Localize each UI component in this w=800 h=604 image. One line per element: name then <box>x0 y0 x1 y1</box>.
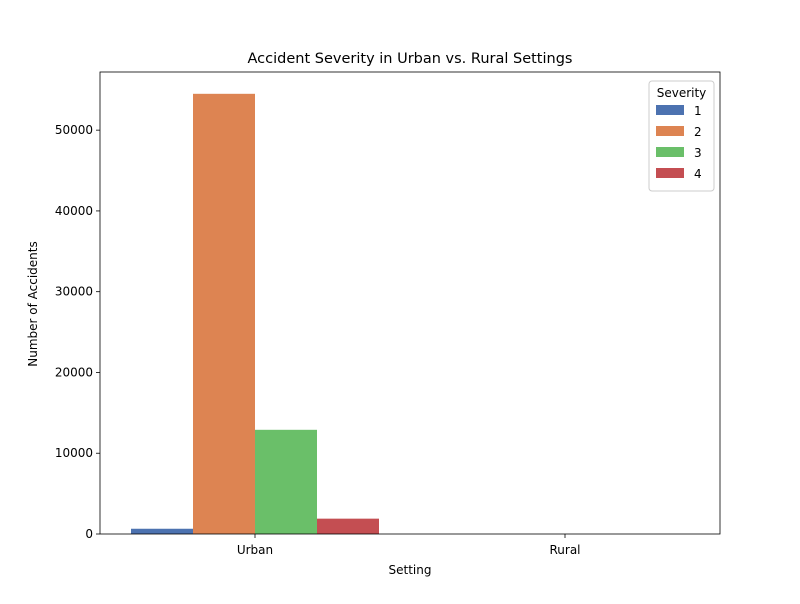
chart-title: Accident Severity in Urban vs. Rural Set… <box>248 51 573 67</box>
legend-title: Severity <box>657 86 707 100</box>
legend-label-3: 3 <box>694 146 702 160</box>
legend-label-2: 2 <box>694 125 702 139</box>
legend-swatch-3 <box>656 147 684 157</box>
x-tick-label-rural: Rural <box>549 543 580 557</box>
legend-label-4: 4 <box>694 167 702 181</box>
legend-swatch-4 <box>656 168 684 178</box>
bar-severity-1-urban <box>131 528 193 534</box>
x-axis-label: Setting <box>389 563 432 577</box>
y-tick-label: 50000 <box>55 123 93 137</box>
y-tick-label: 30000 <box>55 285 93 299</box>
bar-severity-4-urban <box>317 518 379 534</box>
y-tick-label: 40000 <box>55 204 93 218</box>
y-tick-label: 20000 <box>55 365 93 379</box>
legend-swatch-1 <box>656 105 684 115</box>
plot-frame <box>99 71 721 535</box>
plot-area: 0 10000 20000 30000 40000 50000 Urban Rural Seve… <box>55 71 721 557</box>
y-axis-label: Number of Accidents <box>26 241 40 367</box>
y-tick-label: 0 <box>85 527 93 541</box>
legend-label-1: 1 <box>694 104 702 118</box>
bar-severity-3-urban <box>255 429 317 534</box>
x-tick-label-urban: Urban <box>237 543 273 557</box>
legend-swatch-2 <box>656 126 684 136</box>
y-tick-label: 10000 <box>55 446 93 460</box>
bar-severity-2-urban <box>193 93 255 535</box>
